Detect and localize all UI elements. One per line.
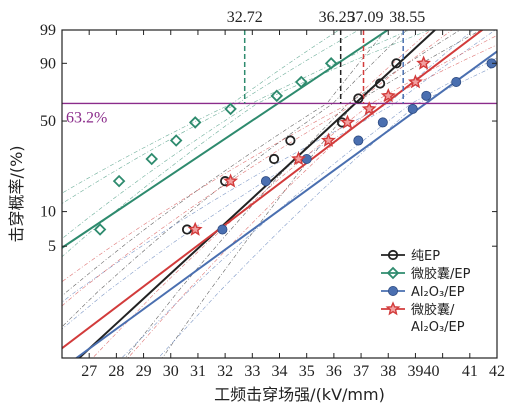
- series-2-confidence-band-2-lower: [62, 30, 340, 194]
- reference-hline-label: 63.2%: [66, 109, 107, 126]
- y-tick-label-90: 90: [40, 55, 56, 72]
- series-3-point-6: [407, 103, 418, 114]
- series-3-confidence-band-2-lower: [62, 30, 474, 303]
- y-tick-label-5: 5: [48, 238, 56, 255]
- series-4-point-1: [187, 221, 203, 236]
- series-4-point-3: [291, 151, 306, 166]
- series-4-point-2: [223, 173, 239, 188]
- legend-marker-1: [387, 249, 399, 261]
- x-tick-label-33: 33: [244, 363, 260, 380]
- series-2-point-4: [169, 134, 183, 147]
- legend-label-4: 微胶囊/: [411, 302, 455, 318]
- x-tick-label-36: 36: [326, 363, 342, 380]
- x-tick-label-39: 3940: [407, 363, 439, 380]
- y-axis-title: 击穿概率/(%): [7, 145, 26, 242]
- series-4-point-8: [407, 74, 423, 89]
- series-1-point-4: [285, 135, 296, 146]
- series-3-point-7: [421, 90, 432, 101]
- series-2-point-9: [324, 57, 338, 70]
- series-4-confidence-band-2-lower: [62, 30, 431, 283]
- legend-label-1: 纯EP: [411, 249, 440, 264]
- x-tick-label-42: 42: [489, 363, 505, 380]
- series-3-confidence-band-2-upper: [157, 64, 497, 358]
- vline-label-3: 37.09: [348, 9, 384, 26]
- y-tick-label-50: 50: [40, 113, 56, 130]
- series-4-point-5: [340, 114, 355, 129]
- y-tick-label-99: 99: [40, 22, 56, 39]
- series-1-confidence-band-2-lower: [62, 30, 387, 297]
- series-4-point-4: [320, 132, 336, 147]
- series-2-point-7: [270, 89, 284, 103]
- series-2-point-5: [188, 116, 202, 129]
- x-tick-label-41: 41: [462, 363, 478, 380]
- x-tick-label-31: 31: [190, 363, 206, 380]
- x-tick-label-28: 28: [108, 363, 124, 380]
- series-2-point-6: [224, 102, 237, 116]
- series-1-point-1: [181, 224, 193, 235]
- series-3-point-1: [217, 224, 228, 235]
- series-1-point-3: [268, 153, 280, 165]
- series-4-point-7: [380, 87, 396, 103]
- series-2-confidence-band-1-upper: [62, 30, 411, 240]
- series-3-point-5: [377, 117, 388, 128]
- vline-label-2: 36.25: [319, 9, 355, 26]
- x-tick-label-29: 29: [136, 363, 152, 380]
- series-1-point-8: [391, 58, 402, 69]
- series-1-confidence-band-1-lower: [62, 30, 408, 328]
- series-2-point-3: [145, 152, 158, 166]
- vline-label-1: 32.72: [227, 9, 263, 26]
- legend-marker-2: [386, 266, 400, 280]
- series-2-confidence-band-2-upper: [62, 30, 431, 258]
- series-2-point-1: [93, 223, 107, 236]
- series-1-point-6: [353, 93, 364, 104]
- x-tick-label-37: 37: [353, 363, 369, 380]
- x-tick-label-34: 34: [272, 363, 288, 380]
- legend-label-4-line2: Al₂O₃/EP: [411, 320, 465, 335]
- series-3-point-4: [353, 135, 364, 146]
- series-3-point-2: [260, 176, 271, 187]
- legend-label-2: 微胶囊/EP: [411, 266, 471, 282]
- y-tick-label-10: 10: [40, 204, 56, 221]
- x-tick-label-32: 32: [217, 363, 233, 380]
- x-tick-label-35: 35: [299, 363, 315, 380]
- x-axis-title: 工频击穿场强/(kV/mm): [214, 385, 385, 404]
- series-3-point-3: [301, 153, 312, 164]
- series-1-fit-line: [77, 30, 437, 358]
- series-1-confidence-band-2-upper: [161, 30, 482, 358]
- x-tick-label-30: 30: [163, 363, 179, 380]
- series-4-point-6: [361, 101, 377, 116]
- series-3-point-8: [451, 77, 462, 88]
- legend-marker-4: [385, 301, 401, 316]
- legend-label-3: Al₂O₃/EP: [411, 285, 465, 300]
- series-2-point-2: [112, 174, 126, 188]
- series-2-point-8: [294, 75, 308, 89]
- series-4-point-9: [416, 55, 431, 70]
- series-2-fit-line: [62, 30, 390, 249]
- series-4-confidence-band-2-upper: [127, 44, 497, 358]
- legend-marker-3: [387, 285, 398, 296]
- x-tick-label-27: 27: [81, 363, 97, 380]
- series-1-point-7: [374, 78, 386, 89]
- x-tick-label-38: 38: [380, 363, 396, 380]
- series-4-confidence-band-1-lower: [62, 30, 453, 307]
- vline-label-4: 38.55: [389, 9, 425, 26]
- series-1-confidence-band-1-upper: [124, 30, 461, 358]
